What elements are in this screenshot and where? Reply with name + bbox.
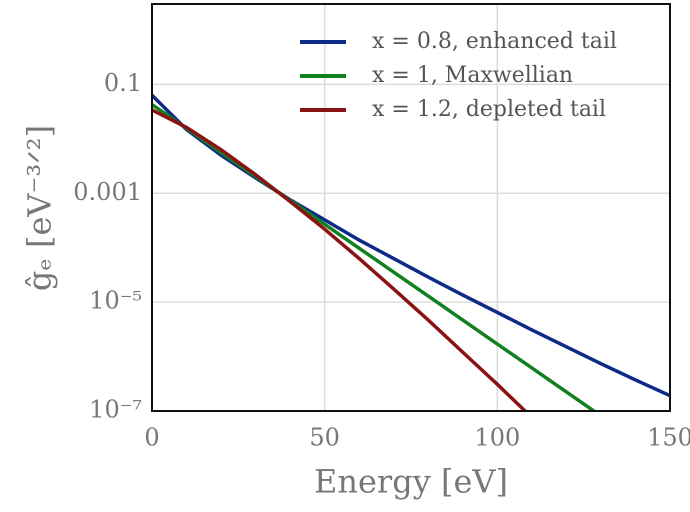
legend: x = 0.8, enhanced tail x = 1, Maxwellian x…	[300, 29, 617, 122]
legend-label: x = 0.8, enhanced tail	[372, 29, 617, 54]
data-line	[152, 94, 670, 398]
x-tick-label: 100	[474, 424, 520, 452]
x-tick-label: 150	[647, 424, 690, 452]
legend-label: x = 1.2, depleted tail	[372, 97, 606, 122]
x-tick-label: 0	[144, 424, 159, 452]
ticks: 0 50 100 150 10⁻⁷ 10⁻⁵ 0.001 0.1	[73, 69, 690, 452]
y-tick-label: 0.1	[104, 69, 142, 97]
plot-frame	[151, 3, 671, 412]
data-line	[152, 108, 528, 411]
lines	[152, 94, 670, 411]
x-axis-label: Energy [eV]	[314, 463, 508, 501]
y-tick-label: 10⁻⁷	[89, 396, 142, 424]
legend-label: x = 1, Maxwellian	[372, 63, 573, 88]
data-line	[152, 103, 597, 411]
y-axis-label: ĝₑ [eV⁻³ᐟ²]	[21, 125, 59, 291]
y-tick-label: 10⁻⁵	[89, 287, 142, 315]
y-tick-label: 0.001	[73, 178, 142, 206]
x-tick-label: 50	[309, 424, 340, 452]
